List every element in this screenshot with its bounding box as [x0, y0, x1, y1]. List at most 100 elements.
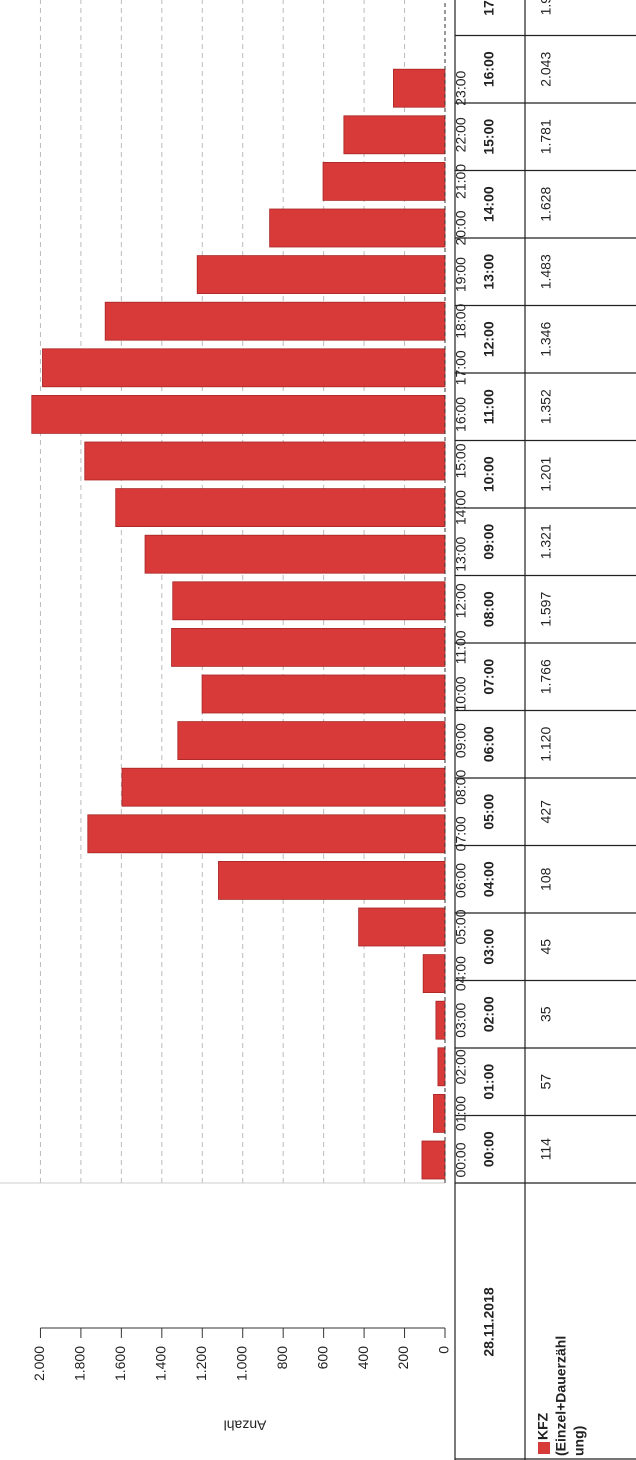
x-tick-label: 01:00 [453, 1096, 469, 1131]
bar [433, 1093, 446, 1133]
y-tick-label: 200 [395, 1346, 411, 1370]
x-tick-label: 02:00 [453, 1049, 469, 1084]
bar [269, 208, 446, 248]
bar [393, 68, 446, 108]
table-header: 07:00 [481, 659, 497, 695]
table-cell: 45 [538, 939, 554, 955]
table-header: 17:0 [481, 0, 497, 16]
bar [421, 1140, 446, 1180]
x-tick-label: 05:00 [453, 909, 469, 944]
x-tick-label: 10:00 [453, 676, 469, 711]
table-cell: 427 [538, 800, 554, 824]
row-label: ung) [571, 1426, 587, 1456]
bar [171, 628, 446, 667]
bar [422, 954, 446, 994]
table-header: 09:00 [481, 524, 497, 560]
bar [322, 162, 446, 201]
table-header: 05:00 [481, 794, 497, 830]
x-tick-label: 16:00 [453, 397, 469, 432]
x-tick-label: 19:00 [453, 257, 469, 292]
x-tick-label: 18:00 [453, 303, 469, 338]
bar [343, 115, 446, 155]
table-header: 11:00 [481, 389, 497, 424]
bar [87, 814, 446, 854]
table-header: 03:00 [481, 929, 497, 965]
y-tick-label: 1.800 [72, 1346, 88, 1381]
y-tick-label: 1.600 [112, 1346, 128, 1381]
x-tick-label: 00:00 [453, 1142, 469, 1177]
y-tick-label: 800 [274, 1346, 290, 1370]
x-tick-label: 21:00 [453, 164, 469, 199]
y-tick-label: 0 [436, 1346, 452, 1354]
table-header: 02:00 [481, 996, 497, 1032]
table-date: 28.11.2018 [481, 1287, 497, 1357]
bar [84, 441, 446, 481]
table-header: 14:00 [481, 186, 497, 222]
x-tick-label: 04:00 [453, 956, 469, 991]
table-cell: 1.321 [538, 524, 554, 559]
table-cell: 1.352 [538, 389, 554, 424]
x-tick-label: 12:00 [453, 583, 469, 618]
bar [104, 301, 446, 341]
x-tick-label: 06:00 [453, 863, 469, 898]
table-header: 06:00 [481, 726, 497, 762]
y-tick-label: 1.200 [193, 1346, 209, 1381]
table-cell: 1.781 [538, 119, 554, 154]
table-header: 10:00 [481, 456, 497, 492]
table-header: 01:00 [481, 1064, 497, 1100]
x-tick-label: 20:00 [453, 210, 469, 245]
x-tick-label: 07:00 [453, 816, 469, 851]
table-cell: 114 [538, 1138, 554, 1161]
bar [115, 488, 446, 527]
x-tick-label: 17:00 [453, 350, 469, 385]
table-header: 16:00 [481, 51, 497, 87]
table-cell: 1.597 [538, 592, 554, 627]
table-cell: 1.766 [538, 659, 554, 694]
bar [42, 348, 446, 388]
bar [435, 1000, 446, 1040]
y-tick-label: 2.000 [31, 1346, 47, 1381]
table-cell: 1.628 [538, 187, 554, 222]
x-tick-label: 03:00 [453, 1002, 469, 1037]
table-header: 12:00 [481, 321, 497, 357]
bar [31, 395, 446, 434]
x-tick-label: 15:00 [453, 443, 469, 478]
bar [172, 581, 446, 621]
y-axis-title: Anzahl [224, 1417, 267, 1433]
table-cell: 1.99 [538, 0, 554, 15]
bar [144, 534, 446, 574]
x-tick-label: 23:00 [453, 70, 469, 105]
table-cell: 108 [538, 867, 554, 891]
table-cell: 2.043 [538, 52, 554, 87]
bar [121, 767, 446, 807]
x-tick-label: 09:00 [453, 723, 469, 758]
bar [177, 721, 446, 760]
legend-swatch [538, 1442, 550, 1454]
bar [201, 674, 446, 714]
table-header: 04:00 [481, 861, 497, 897]
bar [218, 861, 446, 900]
table-header: 00:00 [481, 1131, 497, 1167]
table-cell: 35 [538, 1006, 554, 1022]
table-header: 08:00 [481, 591, 497, 627]
bar [196, 255, 446, 294]
y-tick-label: 400 [355, 1346, 371, 1370]
table-header: 13:00 [481, 254, 497, 290]
table-cell: 1.201 [538, 457, 554, 492]
y-tick-label: 1.000 [233, 1346, 249, 1381]
x-tick-label: 22:00 [453, 117, 469, 152]
y-tick-label: 1.400 [153, 1346, 169, 1381]
bar [437, 1047, 446, 1087]
bar [358, 907, 446, 947]
table-cell: 1.483 [538, 254, 554, 289]
x-tick-label: 13:00 [453, 536, 469, 571]
table-cell: 1.346 [538, 322, 554, 357]
table-cell: 57 [538, 1074, 554, 1090]
row-label: KFZ [535, 1412, 551, 1440]
y-tick-label: 600 [314, 1346, 330, 1370]
table-header: 15:00 [481, 119, 497, 155]
table-cell: 1.120 [538, 727, 554, 762]
x-tick-label: 11:00 [453, 630, 469, 664]
